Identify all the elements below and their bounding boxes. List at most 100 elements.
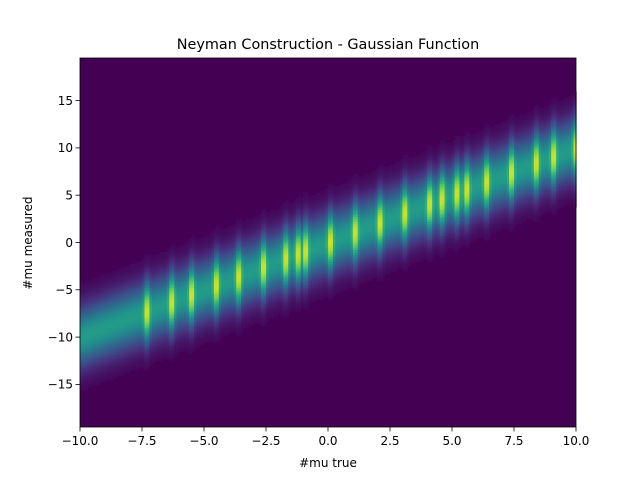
heatmap-cell (181, 277, 185, 281)
heatmap-cell (221, 313, 225, 317)
heatmap-cell (176, 318, 180, 322)
heatmap-cell (146, 294, 151, 298)
heatmap-cell (213, 237, 217, 241)
heatmap-cell (199, 282, 203, 286)
heatmap-cell (246, 247, 250, 251)
heatmap-cell (228, 327, 232, 331)
heatmap-cell (112, 270, 116, 274)
heatmap-cell (149, 313, 153, 317)
heatmap-cell (144, 330, 148, 333)
heatmap-cell (189, 318, 193, 322)
heatmap-cell (248, 301, 252, 305)
heatmap-cell (139, 318, 143, 322)
heatmap-cell (171, 339, 175, 343)
heatmap-cell (241, 275, 245, 279)
heatmap-cell (122, 370, 126, 374)
heatmap-cell (184, 315, 188, 319)
heatmap-cell (194, 334, 198, 338)
heatmap-cell (109, 337, 113, 341)
heatmap-cell (233, 325, 237, 329)
heatmap-cell (211, 261, 215, 265)
heatmap-cell (218, 301, 222, 305)
heatmap-cell (206, 247, 210, 251)
heatmap-cell (124, 356, 128, 360)
heatmap-cell (144, 254, 148, 258)
heatmap-cell (228, 330, 232, 333)
heatmap-cell (176, 346, 180, 350)
heatmap-cell (97, 372, 101, 376)
heatmap-cell (211, 339, 215, 343)
heatmap-cell (233, 268, 237, 272)
heatmap-cell (213, 285, 217, 289)
heatmap-cell (194, 266, 198, 270)
heatmap-cell (213, 313, 217, 317)
heatmap-cell (166, 327, 170, 331)
heatmap-cell (114, 296, 118, 300)
heatmap-cell (161, 304, 165, 307)
heatmap-cell (107, 275, 111, 279)
heatmap-cell (218, 244, 222, 248)
heatmap-cell (186, 346, 190, 350)
heatmap-cell (174, 334, 178, 338)
heatmap-cell (201, 325, 205, 329)
heatmap-cell (114, 351, 118, 355)
heatmap-cell (89, 327, 93, 331)
heatmap-cell (191, 242, 195, 246)
heatmap-cell (246, 296, 250, 300)
heatmap-cell (238, 304, 242, 307)
heatmap-cell (218, 275, 222, 279)
heatmap-cell (179, 344, 183, 348)
heatmap-cell (97, 374, 101, 378)
heatmap-cell (184, 322, 188, 326)
heatmap-cell (191, 282, 195, 286)
heatmap-cell (132, 318, 136, 322)
heatmap-cell (161, 306, 165, 310)
heatmap-cell (114, 313, 118, 317)
heatmap-cell (112, 337, 116, 341)
heatmap-cell (191, 261, 195, 265)
heatmap-cell (194, 337, 198, 341)
heatmap-cell (129, 294, 133, 298)
heatmap-cell (228, 289, 232, 293)
heatmap-cell (169, 351, 173, 355)
heatmap-cell (137, 261, 141, 265)
heatmap-cell (231, 311, 235, 315)
heatmap-cell (248, 285, 252, 289)
heatmap-cell (251, 301, 255, 305)
heatmap-cell (213, 228, 217, 232)
heatmap-cell (184, 285, 188, 289)
heatmap-cell (223, 285, 227, 289)
heatmap-cell (132, 363, 136, 367)
heatmap-cell (142, 344, 146, 348)
heatmap-cell (231, 244, 235, 248)
heatmap-cell (236, 275, 240, 279)
heatmap-cell (201, 282, 205, 286)
heatmap-cell (109, 325, 113, 329)
heatmap-cell (201, 285, 205, 289)
heatmap-cell (174, 244, 178, 248)
heatmap-cell (233, 287, 237, 291)
heatmap-cell (97, 382, 101, 386)
heatmap-cell (109, 374, 113, 378)
heatmap-cell (199, 337, 203, 341)
heatmap-cell (127, 337, 131, 341)
heatmap-cell (97, 292, 101, 296)
heatmap-cell (189, 325, 193, 329)
heatmap-cell (114, 353, 118, 357)
heatmap-cell (179, 318, 183, 322)
heatmap-cell (176, 311, 180, 315)
heatmap-cell (166, 249, 170, 253)
heatmap-cell (231, 237, 235, 241)
heatmap-cell (181, 332, 185, 336)
heatmap-cell (132, 270, 136, 274)
heatmap-cell (142, 259, 146, 263)
heatmap-cell (226, 313, 230, 317)
heatmap-cell (129, 344, 133, 348)
heatmap-cell (253, 216, 257, 220)
heatmap-cell (149, 285, 153, 289)
heatmap-cell (201, 254, 205, 258)
heatmap-cell (99, 304, 103, 307)
heatmap-cell (191, 311, 195, 315)
heatmap-cell (218, 270, 222, 274)
heatmap-cell (189, 311, 193, 315)
